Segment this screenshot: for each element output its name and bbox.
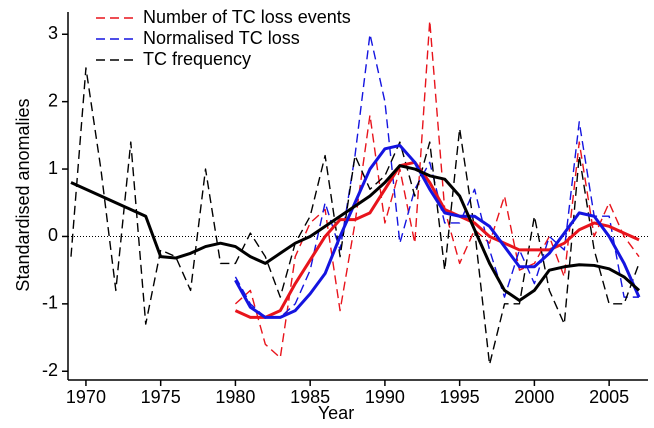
- legend-label: Normalised TC loss: [143, 28, 300, 48]
- x-tick-label: 1975: [141, 387, 181, 407]
- y-tick-label: 3: [48, 23, 58, 43]
- x-tick-label: 2000: [514, 387, 554, 407]
- legend-label: TC frequency: [143, 49, 251, 69]
- y-tick-label: 0: [48, 225, 58, 245]
- y-axis-label: Standardised anomalies: [13, 98, 33, 291]
- y-tick-label: -1: [42, 293, 58, 313]
- dashed-line: [70, 67, 640, 366]
- y-tick-label: -2: [42, 360, 58, 380]
- x-axis-label: Year: [318, 403, 354, 423]
- dashed-line: [234, 20, 640, 359]
- smoothed-line: [70, 164, 641, 302]
- x-tick-label: 2005: [589, 387, 629, 407]
- y-tick-label: 2: [48, 90, 58, 110]
- dashed-line: [234, 33, 640, 319]
- x-tick-label: 1995: [440, 387, 480, 407]
- legend-label: Number of TC loss events: [143, 7, 351, 27]
- x-tick-label: 1990: [365, 387, 405, 407]
- x-tick-label: 1980: [215, 387, 255, 407]
- y-tick-label: 1: [48, 158, 58, 178]
- smoothed-line: [234, 143, 641, 319]
- x-tick-label: 1970: [66, 387, 106, 407]
- smoothed-line: [234, 160, 640, 319]
- x-tick-label: 1985: [290, 387, 330, 407]
